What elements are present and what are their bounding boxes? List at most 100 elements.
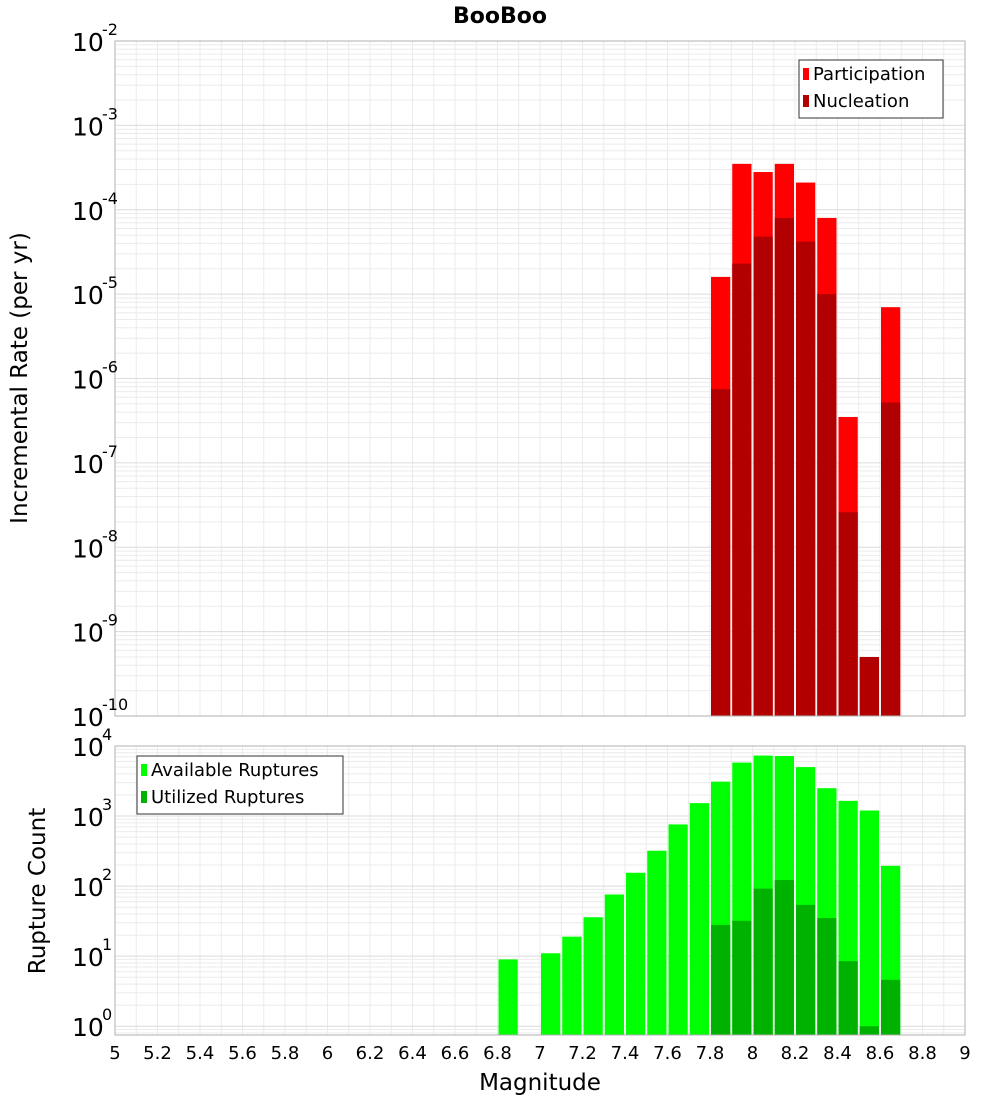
x-tick-labels: 5 5.2 5.4 5.6 5.8 6 6.2 6.4 6.6 6.8 7 7.2 7.4 7.6 7.8 8… [109, 1043, 970, 1064]
rate-y-tick-exp: -7 [102, 442, 118, 461]
x-tick-label: 8.8 [908, 1043, 937, 1064]
x-tick-label: 6.2 [356, 1043, 385, 1064]
rate-y-tick-exp: -2 [102, 20, 118, 39]
rate-bar-b [774, 217, 794, 716]
count-y-axis-label: Rupture Count [25, 808, 51, 974]
rate-bar-b [711, 389, 731, 716]
rate-y-tick-exp: -8 [102, 526, 118, 545]
rate-y-tick-exp: -5 [102, 273, 118, 292]
rate-y-tick-base: 10 [72, 281, 104, 310]
rate-legend-label: Participation [813, 64, 925, 85]
rate-bars [711, 163, 901, 717]
x-tick-label: 5.8 [271, 1043, 300, 1064]
rate-y-tick-base: 10 [72, 112, 104, 141]
count-bar-b [881, 979, 901, 1035]
count-legend-label: Utilized Ruptures [151, 787, 304, 808]
x-tick-label: 7 [534, 1043, 545, 1064]
count-bar-a [626, 872, 646, 1035]
count-bar-a [689, 803, 709, 1035]
rate-legend: Participation Nucleation [798, 59, 944, 119]
count-bar-a [562, 936, 582, 1035]
rate-y-tick-base: 10 [72, 534, 104, 563]
rate-y-ticks: 10-210-310-410-510-610-710-810-910-10 [72, 20, 128, 732]
rate-y-tick-base: 10 [72, 450, 104, 479]
x-tick-label: 8.6 [866, 1043, 895, 1064]
rate-bar-b [881, 402, 901, 716]
count-bar-a [647, 850, 667, 1035]
count-legend-label: Available Ruptures [151, 760, 319, 781]
x-tick-label: 5 [109, 1043, 120, 1064]
rate-y-tick-exp: -10 [102, 695, 128, 714]
count-y-tick-base: 10 [72, 1013, 104, 1042]
count-bar-a [604, 894, 624, 1035]
rate-y-tick-exp: -3 [102, 104, 118, 123]
count-bars [498, 755, 901, 1035]
x-tick-label: 6.6 [441, 1043, 470, 1064]
rate-grid [114, 40, 966, 717]
chart-title: BooBoo [453, 4, 547, 29]
rate-y-tick-base: 10 [72, 28, 104, 57]
x-tick-label: 7.6 [653, 1043, 682, 1064]
count-bar-a [583, 917, 603, 1035]
rate-y-tick-base: 10 [72, 619, 104, 648]
count-bar-b [732, 920, 752, 1035]
x-tick-label: 6 [322, 1043, 333, 1064]
count-y-tick-base: 10 [72, 803, 104, 832]
x-tick-label: 8 [747, 1043, 758, 1064]
count-y-tick-exp: 1 [102, 935, 112, 954]
count-bar-b [838, 961, 858, 1035]
x-tick-label: 5.4 [186, 1043, 215, 1064]
rate-bar-b [838, 512, 858, 716]
count-bar-a [498, 959, 518, 1035]
x-tick-label: 5.6 [228, 1043, 257, 1064]
rate-y-tick-base: 10 [72, 366, 104, 395]
rate-bar-b [732, 263, 752, 716]
count-frame [114, 745, 966, 1036]
x-tick-label: 6.4 [398, 1043, 427, 1064]
rate-bar-b [796, 241, 816, 717]
count-y-tick-exp: 4 [102, 725, 112, 744]
x-tick-label: 6.8 [483, 1043, 512, 1064]
count-legend: Available Ruptures Utilized Ruptures [136, 755, 344, 815]
count-y-tick-base: 10 [72, 873, 104, 902]
x-tick-label: 7.8 [696, 1043, 725, 1064]
rate-bar-b [859, 657, 879, 716]
count-y-tick-exp: 2 [102, 865, 112, 884]
rate-y-tick-exp: -9 [102, 611, 118, 630]
count-bar-b [796, 904, 816, 1035]
rate-y-tick-base: 10 [72, 703, 104, 732]
count-y-tick-base: 10 [72, 943, 104, 972]
count-bar-b [774, 880, 794, 1035]
rate-legend-label: Nucleation [813, 91, 909, 112]
rate-bar-b [753, 236, 773, 716]
x-tick-label: 7.2 [568, 1043, 597, 1064]
count-legend-swatch [141, 791, 147, 803]
rate-legend-swatch [803, 95, 809, 107]
count-bar-b [711, 924, 731, 1035]
rate-y-axis-label: Incremental Rate (per yr) [7, 232, 33, 524]
count-y-tick-exp: 0 [102, 1005, 112, 1024]
x-axis-label: Magnitude [479, 1070, 601, 1096]
rate-y-tick-base: 10 [72, 197, 104, 226]
x-tick-label: 5.2 [143, 1043, 172, 1064]
rate-panel: 10-210-310-410-510-610-710-810-910-10 In… [7, 20, 966, 732]
x-tick-label: 8.4 [823, 1043, 852, 1064]
count-y-tick-base: 10 [72, 733, 104, 762]
count-bar-b [817, 918, 837, 1035]
rate-bar-b [817, 294, 837, 716]
rate-y-tick-exp: -6 [102, 358, 118, 377]
count-bar-a [859, 810, 879, 1035]
count-bar-a [668, 824, 688, 1035]
count-bar-b [859, 1026, 879, 1035]
rate-legend-swatch [803, 68, 809, 80]
x-tick-label: 7.4 [611, 1043, 640, 1064]
count-y-tick-exp: 3 [102, 795, 112, 814]
count-legend-swatch [141, 764, 147, 776]
rate-frame [114, 40, 966, 717]
x-tick-label: 9 [959, 1043, 970, 1064]
rate-legend-box [798, 59, 944, 119]
